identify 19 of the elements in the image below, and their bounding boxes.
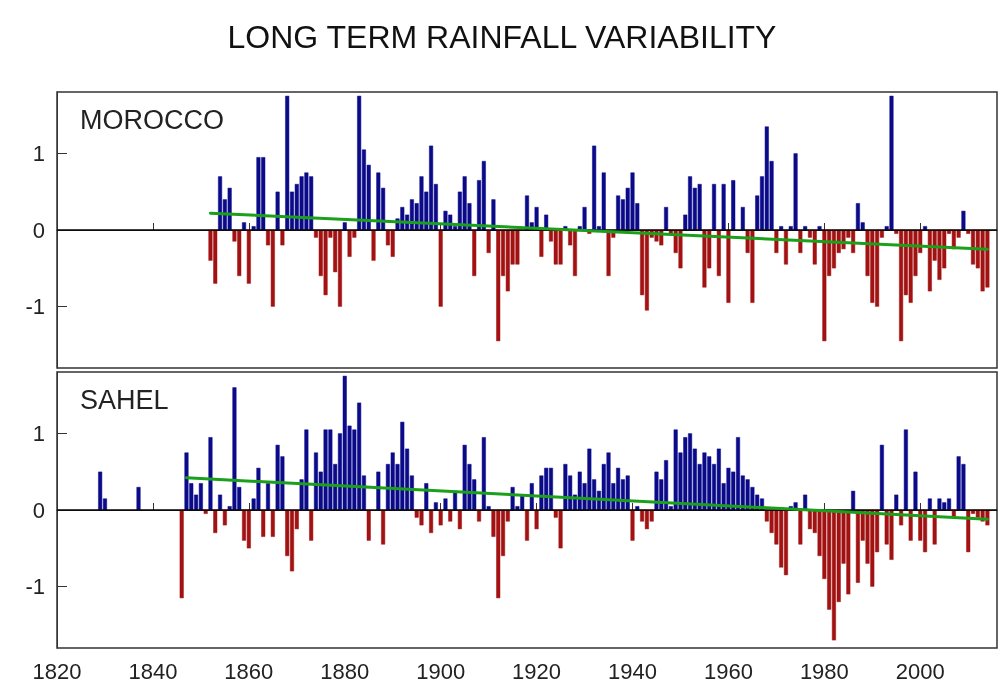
y-tick-label: 0 [32, 217, 45, 243]
x-tick-label: 1900 [416, 658, 466, 684]
y-tick-label: -1 [25, 574, 45, 600]
x-tick-label: 1820 [32, 658, 82, 684]
chart-title: LONG TERM RAINFALL VARIABILITY [227, 19, 777, 55]
annotation: SAHEL [80, 384, 169, 415]
y-tick-label: 0 [32, 497, 45, 523]
x-tick-label: 1920 [512, 658, 562, 684]
x-tick-label: 1960 [703, 658, 753, 684]
x-tick-label: 1980 [799, 658, 849, 684]
y-tick-label: 1 [32, 420, 45, 446]
annotation: MOROCCO [80, 104, 224, 135]
x-tick-label: 1860 [224, 658, 274, 684]
y-tick-label: 1 [32, 140, 45, 166]
x-tick-label: 1880 [320, 658, 370, 684]
y-tick-label: -1 [25, 294, 45, 320]
x-tick-label: 1840 [128, 658, 178, 684]
x-tick-label: 1940 [608, 658, 657, 684]
x-tick-label: 2000 [895, 658, 945, 684]
